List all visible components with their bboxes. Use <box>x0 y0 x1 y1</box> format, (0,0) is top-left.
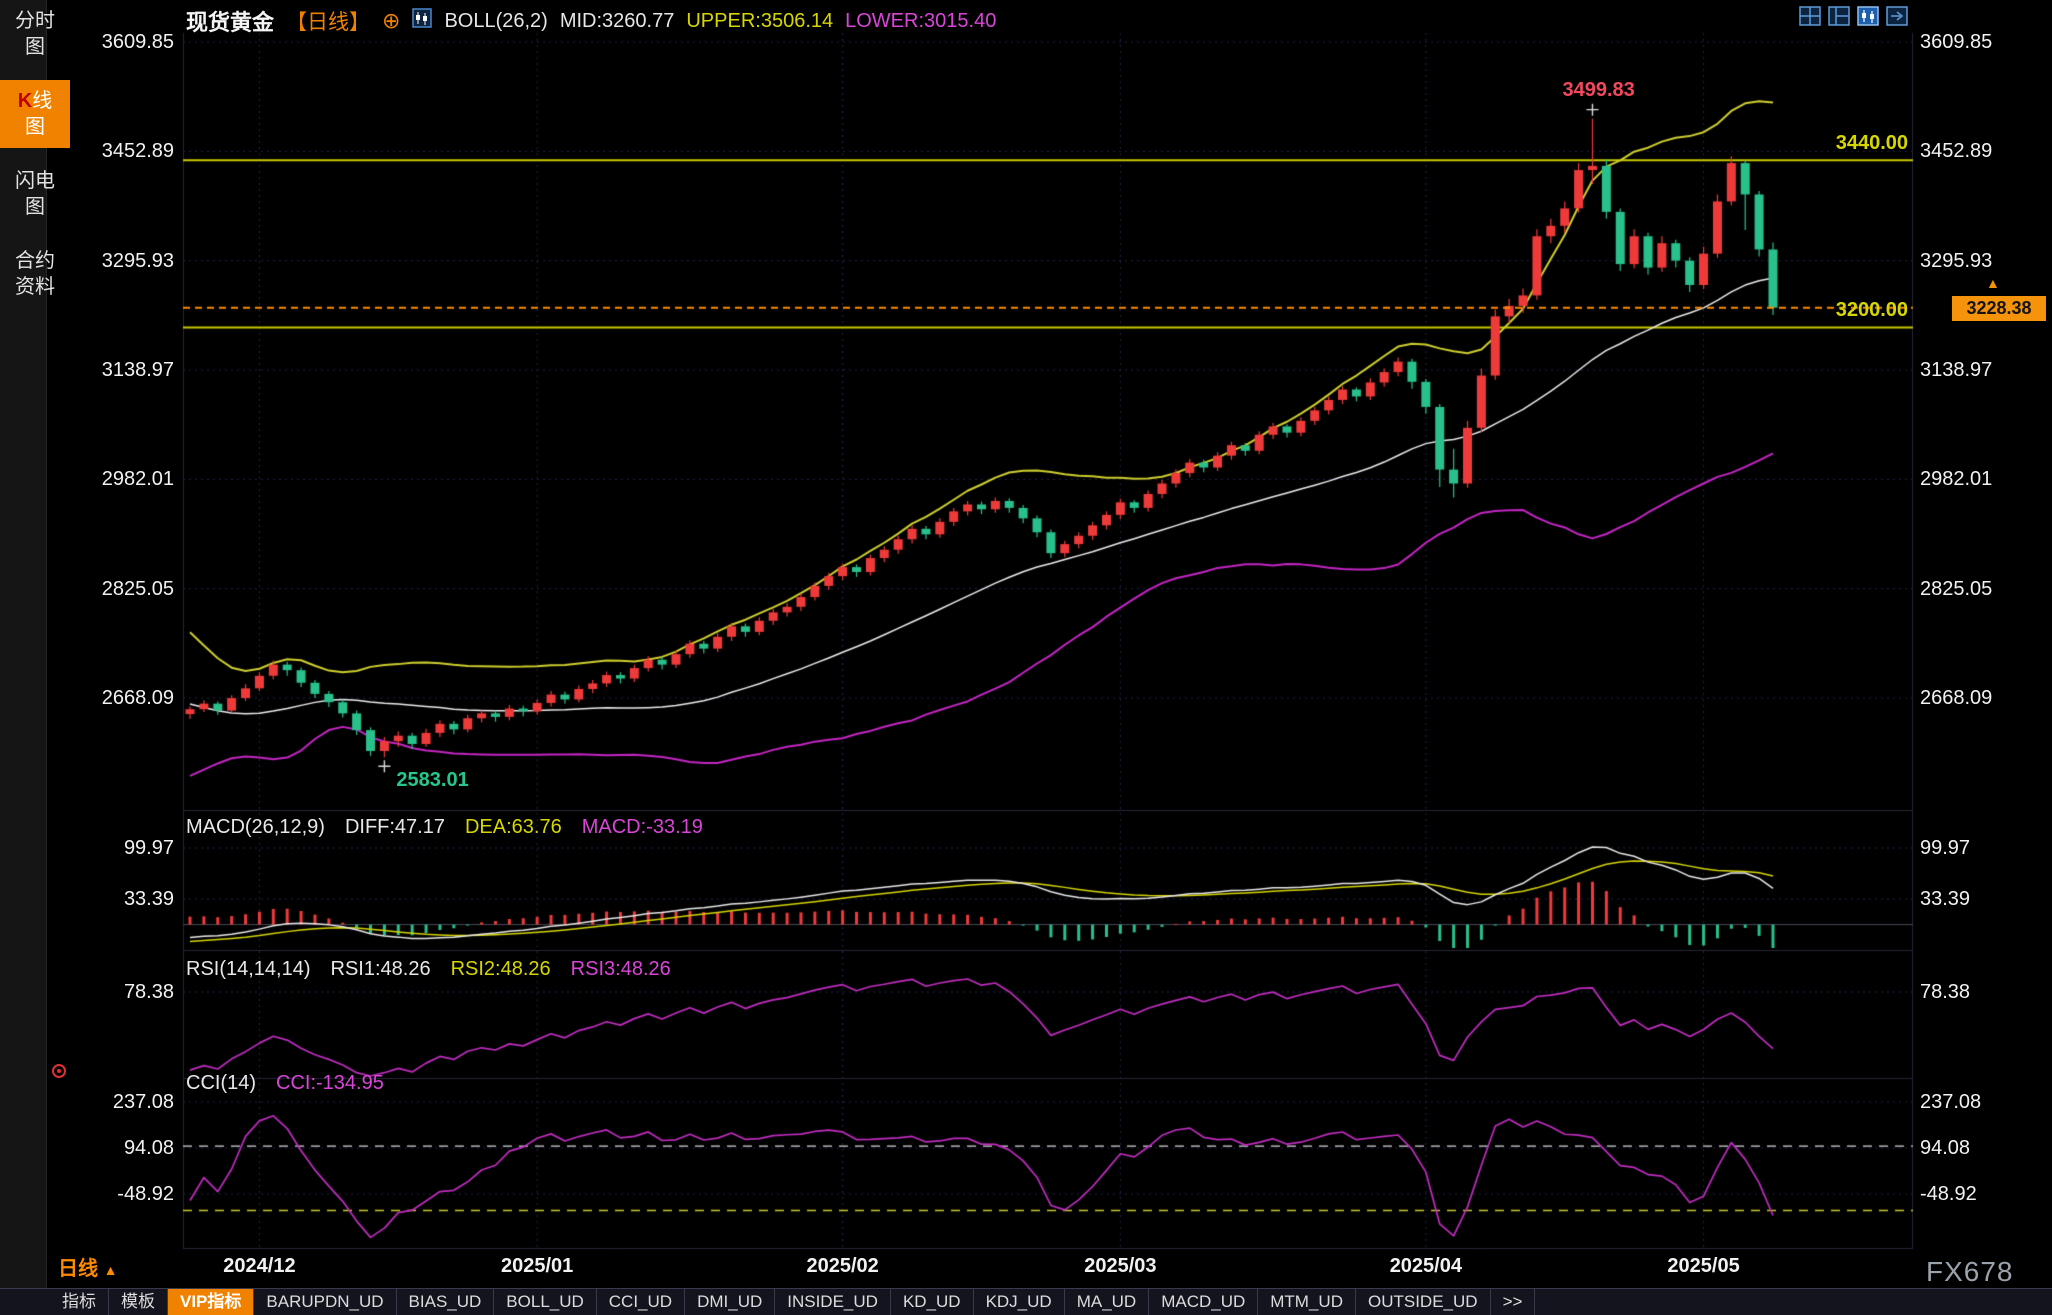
tab-KDJ_UD[interactable]: KDJ_UD <box>974 1289 1065 1315</box>
sidebar-item-K线图[interactable]: K线图 <box>0 80 70 148</box>
tab-OUTSIDE_UD[interactable]: OUTSIDE_UD <box>1356 1289 1491 1315</box>
rsi-panel-title: RSI(14,14,14) RSI1:48.26 RSI2:48.26 RSI3… <box>186 958 671 981</box>
macd-value: MACD:-33.19 <box>581 816 703 838</box>
boll-lower-value: LOWER:3015.40 <box>845 9 997 32</box>
alert-icon[interactable] <box>50 1062 68 1085</box>
macd-diff-value: DIFF:47.17 <box>344 816 445 838</box>
tab->>[interactable]: >> <box>1491 1289 1536 1315</box>
tab-KD_UD[interactable]: KD_UD <box>891 1289 974 1315</box>
cci-value: CCI:-134.95 <box>276 1072 384 1094</box>
mini-kline-icon <box>412 8 433 34</box>
support-level-label: 3200.00 <box>1835 299 1908 322</box>
cci-params: CCI(14) <box>186 1072 257 1094</box>
tab-MACD_UD[interactable]: MACD_UD <box>1149 1289 1259 1315</box>
tab-BARUPDN_UD[interactable]: BARUPDN_UD <box>254 1289 397 1315</box>
chart-type-sidebar: 分时图 K线图闪电图合约资料 <box>0 0 70 1314</box>
last-price-box: 3228.38 <box>1952 295 2046 321</box>
sidebar-item-分时图[interactable]: 分时图 <box>15 10 55 58</box>
tab-VIP指标[interactable]: VIP指标 <box>168 1289 255 1315</box>
rsi3-value: RSI3:48.26 <box>570 958 671 980</box>
macd-panel-title: MACD(26,12,9) DIFF:47.17 DEA:63.76 MACD:… <box>186 816 703 839</box>
sidebar-item-合约资料[interactable]: 合约资料 <box>15 250 55 298</box>
symbol-name: 现货黄金 <box>186 10 275 35</box>
tab-指标[interactable]: 指标 <box>50 1289 109 1315</box>
rsi-params: RSI(14,14,14) <box>186 958 311 980</box>
resistance-level-label: 3440.00 <box>1835 132 1908 155</box>
kline-view-icon[interactable] <box>1856 4 1880 28</box>
boll-upper-value: UPPER:3506.14 <box>686 9 834 32</box>
boll-mid-value: MID:3260.77 <box>559 9 675 32</box>
high-price-annotation: 3499.83 <box>1562 78 1635 101</box>
tab-模板[interactable]: 模板 <box>109 1289 168 1315</box>
tab-MA_UD[interactable]: MA_UD <box>1065 1289 1150 1315</box>
period-selector[interactable]: 日线 ▲ <box>58 1252 117 1281</box>
low-price-annotation: 2583.01 <box>396 769 469 792</box>
expand-pane-icon[interactable] <box>1885 4 1909 28</box>
tab-BIAS_UD[interactable]: BIAS_UD <box>397 1289 495 1315</box>
cci-panel-title: CCI(14) CCI:-134.95 <box>186 1072 384 1095</box>
period-up-icon: ▲ <box>103 1262 118 1278</box>
tab-DMI_UD[interactable]: DMI_UD <box>685 1289 776 1315</box>
tab-BOLL_UD[interactable]: BOLL_UD <box>494 1289 597 1315</box>
period-tag: 【日线】 <box>286 11 371 34</box>
tab-MTM_UD[interactable]: MTM_UD <box>1258 1289 1356 1315</box>
layout-split-icon[interactable] <box>1827 4 1851 28</box>
add-indicator-icon[interactable]: ⊕ <box>382 8 401 33</box>
chart-header: 现货黄金 【日线】 ⊕ BOLL(26,2) MID:3260.77 UPPER… <box>186 5 996 37</box>
tab-INSIDE_UD[interactable]: INSIDE_UD <box>775 1289 891 1315</box>
boll-params-label: BOLL(26,2) <box>444 9 548 32</box>
rsi2-value: RSI2:48.26 <box>450 958 551 980</box>
tab-list: 指标 模板 VIP指标 BARUPDN_UD BIAS_UD BOLL_UD CCI_UD D… <box>50 1289 1536 1315</box>
macd-params: MACD(26,12,9) <box>186 816 325 838</box>
indicator-tab-bar: 指标 模板 VIP指标 BARUPDN_UD BIAS_UD BOLL_UD CCI_UD D… <box>0 1288 2052 1315</box>
watermark: FX678 <box>1926 1256 2014 1287</box>
macd-dea-value: DEA:63.76 <box>464 816 562 838</box>
rsi1-value: RSI1:48.26 <box>330 958 431 980</box>
tab-CCI_UD[interactable]: CCI_UD <box>597 1289 686 1315</box>
price-up-arrow-icon: ▲ <box>1986 274 2000 291</box>
layout-quad-icon[interactable] <box>1798 4 1822 28</box>
period-text: 日线 <box>58 1258 98 1280</box>
layout-toolbar <box>1798 4 1909 28</box>
sidebar-item-闪电图[interactable]: 闪电图 <box>15 170 55 218</box>
